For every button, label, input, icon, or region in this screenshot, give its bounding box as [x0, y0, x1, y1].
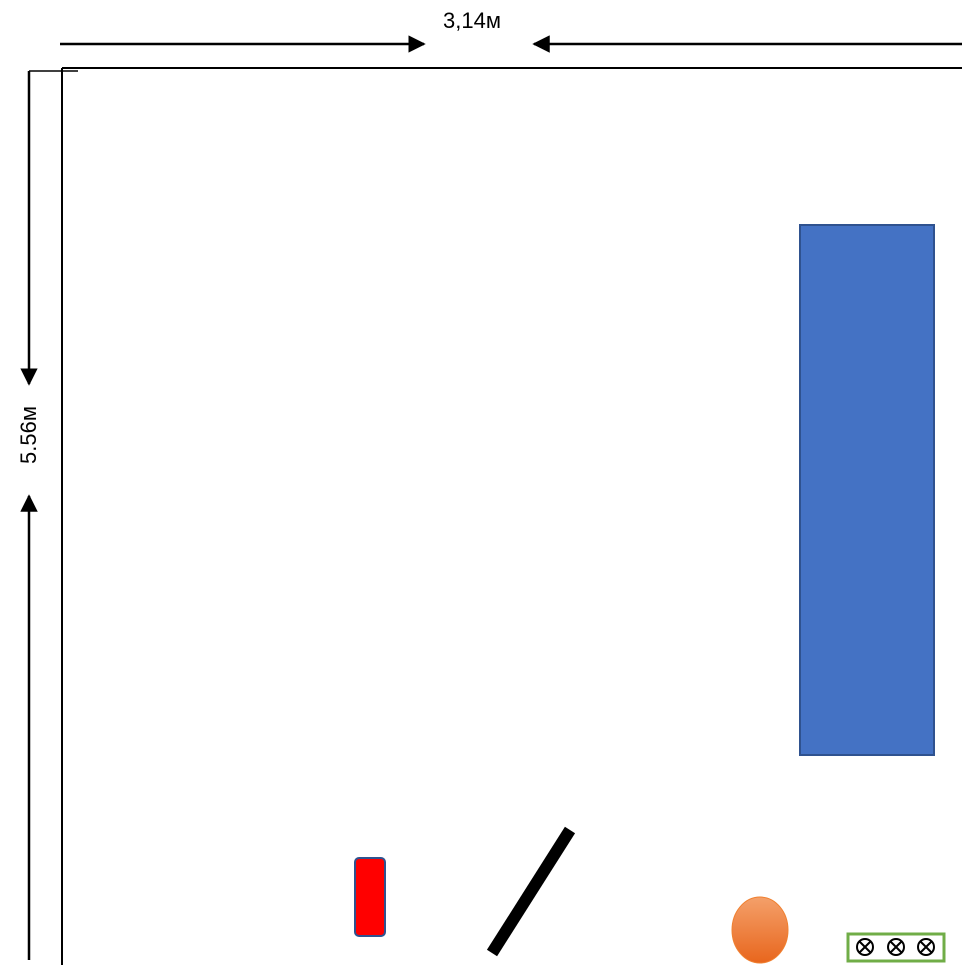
fixture-symbols: [856, 938, 935, 956]
blue-rectangle: [799, 224, 935, 756]
width-dimension-label: 3,14м: [443, 8, 501, 33]
circle-x-icon: [887, 938, 905, 956]
red-rectangle: [354, 857, 386, 937]
room-walls: [61, 67, 962, 965]
circle-x-icon: [856, 938, 874, 956]
diagonal-bar: [486, 826, 576, 957]
orange-ellipse: [731, 896, 789, 964]
circle-x-icon: [917, 938, 935, 956]
height-dimension: [20, 70, 78, 960]
height-dimension-label: 5.56м: [16, 406, 41, 464]
